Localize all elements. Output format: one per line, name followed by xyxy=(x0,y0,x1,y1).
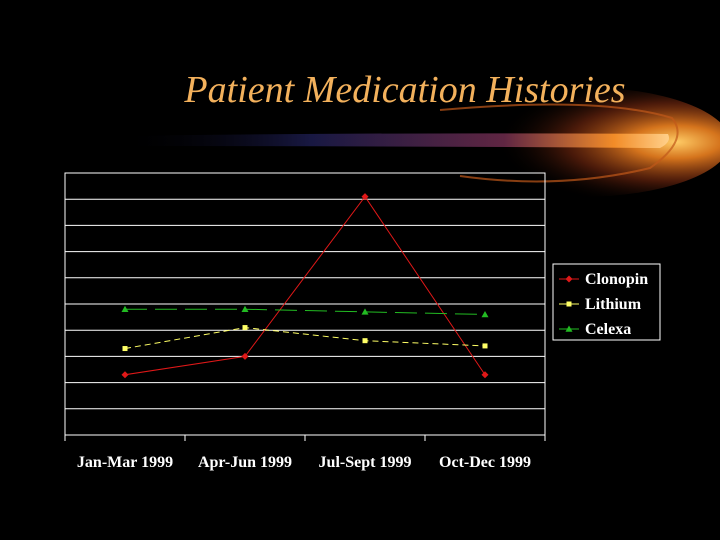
lithium-line xyxy=(124,327,486,350)
x-tick-label: Apr-Jun 1999 xyxy=(198,454,292,471)
legend-label: Clonopin xyxy=(585,271,648,288)
lithium-point xyxy=(362,338,368,344)
celexa-point xyxy=(241,305,249,313)
lithium-point xyxy=(242,325,248,331)
x-tick-labels: Jan-Mar 1999 Apr-Jun 1999 Jul-Sept 1999 Oct… xyxy=(77,454,531,471)
legend: Clonopin Lithium Celexa xyxy=(552,263,661,341)
clonopin-point xyxy=(481,371,489,379)
slide-title: Patient Medication Histories xyxy=(184,69,626,111)
clonopin-point xyxy=(361,193,369,201)
x-tick-label: Jul-Sept 1999 xyxy=(319,454,412,471)
gridlines xyxy=(65,198,545,410)
series-lithium xyxy=(122,325,488,352)
x-tick-label: Oct-Dec 1999 xyxy=(439,454,531,471)
legend-label: Lithium xyxy=(585,296,642,313)
celexa-line xyxy=(125,308,486,315)
lithium-point xyxy=(482,343,488,349)
celexa-point xyxy=(361,308,369,315)
lithium-point xyxy=(122,346,128,352)
celexa-point xyxy=(121,305,129,313)
series-layer xyxy=(121,193,489,379)
x-axis xyxy=(64,435,546,441)
legend-item-lithium: Lithium xyxy=(559,296,642,313)
legend-item-celexa: Celexa xyxy=(559,321,631,338)
clonopin-line xyxy=(124,195,486,376)
legend-swatch-marker xyxy=(565,275,573,283)
celexa-point xyxy=(481,310,489,318)
clonopin-point xyxy=(121,371,129,379)
legend-swatch-marker xyxy=(566,301,572,307)
series-celexa xyxy=(121,305,489,318)
series-clonopin xyxy=(121,193,489,379)
clonopin-point xyxy=(241,352,249,360)
legend-label: Celexa xyxy=(585,321,631,338)
legend-swatch-marker xyxy=(565,325,573,332)
x-tick-label: Jan-Mar 1999 xyxy=(77,454,173,471)
legend-item-clonopin: Clonopin xyxy=(559,271,648,288)
